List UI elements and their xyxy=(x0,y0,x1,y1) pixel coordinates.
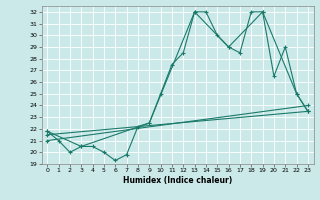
X-axis label: Humidex (Indice chaleur): Humidex (Indice chaleur) xyxy=(123,176,232,185)
